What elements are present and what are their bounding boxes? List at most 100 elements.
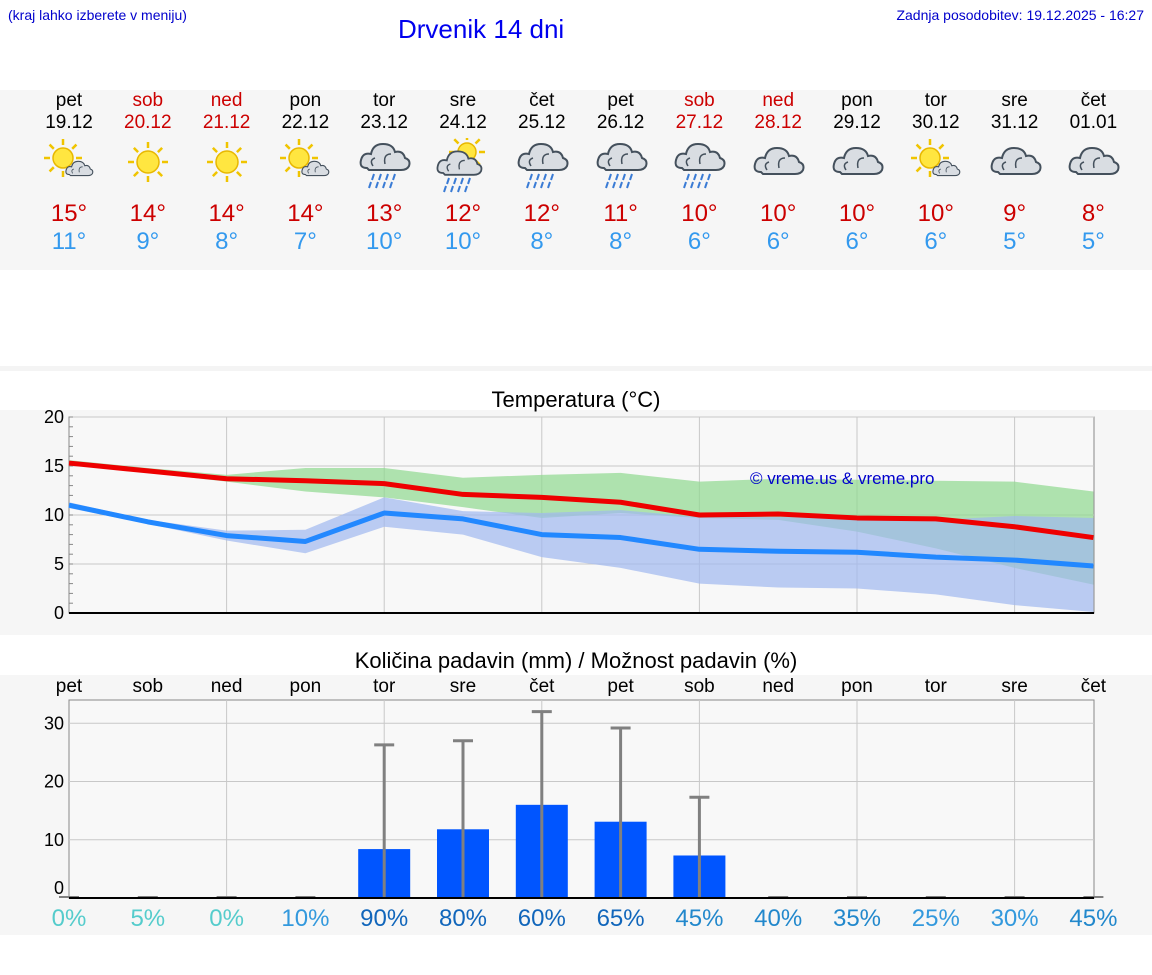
temp-max: 10° — [760, 200, 797, 227]
menu-hint: (kraj lahko izberete v meniju) — [8, 7, 187, 23]
day-column: sob 27.12 10° 6° — [660, 90, 738, 256]
temp-min: 8° — [215, 228, 239, 255]
precipitation-chart-title: Količina padavin (mm) / Možnost padavin … — [354, 648, 798, 673]
precip-probability: 40% — [754, 905, 802, 932]
precip-probability: 45% — [1069, 905, 1117, 932]
temp-max: 9° — [1003, 200, 1027, 227]
cloud-icon — [739, 138, 817, 194]
day-date: 26.12 — [596, 112, 645, 133]
day-name: čet — [1080, 90, 1107, 111]
temp-min: 6° — [687, 228, 711, 255]
day-column: sre 24.12 12° 10° — [424, 90, 502, 256]
precip-probability: 0% — [52, 905, 87, 932]
cloud-rain-icon — [345, 138, 423, 194]
day-date: 29.12 — [833, 112, 881, 133]
min-range-band — [69, 497, 1094, 613]
temp-min: 5° — [1003, 228, 1027, 255]
sun-cloud-icon — [30, 138, 108, 194]
temp-max: 14° — [129, 200, 166, 227]
temp-max: 14° — [208, 200, 245, 227]
separator — [0, 366, 1152, 371]
temperature-chart-title: Temperatura (°C) — [491, 387, 661, 412]
temp-max: 11° — [603, 200, 638, 227]
day-date: 31.12 — [990, 112, 1039, 133]
precip-probability: 80% — [439, 905, 487, 932]
min-temperature-line — [68, 502, 1094, 569]
day-name: pon — [289, 90, 322, 111]
precip-probability: 60% — [518, 905, 566, 932]
max-range-band — [69, 460, 1094, 585]
temp-max: 10° — [681, 200, 718, 227]
cloud-icon — [818, 138, 896, 194]
temp-max: 12° — [444, 200, 482, 227]
day-name: ned — [210, 90, 243, 111]
y-tick-label: 10 — [44, 505, 64, 525]
cloud-rain-icon — [503, 138, 581, 194]
temp-min: 6° — [924, 228, 948, 255]
cloud-rain-icon — [660, 138, 738, 194]
sun-cloud-rain-icon — [424, 138, 502, 194]
daily-forecast-strip: pet 19.12 15° 11° sob 20.12 14° 9° ned 21.12 14° 8°… — [0, 90, 1152, 270]
day-name: sre — [449, 90, 477, 111]
day-date: 25.12 — [518, 112, 566, 133]
day-column: čet 01.01 8° 5° — [1054, 90, 1132, 256]
cloud-rain-icon — [582, 138, 660, 194]
temp-min: 6° — [845, 228, 869, 255]
precip-probability: 90% — [360, 905, 408, 932]
day-label: sob — [132, 676, 163, 697]
day-date: 19.12 — [45, 112, 93, 133]
day-name: čet — [529, 90, 555, 111]
day-date: 21.12 — [202, 112, 251, 133]
day-label: tor — [373, 676, 396, 697]
day-column: tor 23.12 13° 10° — [345, 90, 423, 256]
day-label: tor — [925, 676, 948, 697]
y-tick-label: 10 — [44, 830, 64, 850]
temp-max: 10° — [838, 200, 876, 227]
day-label: ned — [211, 676, 243, 697]
y-tick-label: 5 — [54, 554, 64, 574]
precip-probability: 10% — [281, 905, 329, 932]
sun-cloud-icon — [266, 138, 344, 194]
y-tick-label: 0 — [54, 878, 64, 898]
precip-probability: 25% — [912, 905, 960, 932]
sun-icon — [109, 138, 187, 194]
cloud-icon — [1054, 138, 1132, 194]
precip-probability: 30% — [991, 905, 1039, 932]
day-name: sre — [1001, 90, 1028, 111]
precip-probability: 45% — [675, 905, 723, 932]
y-tick-label: 20 — [44, 407, 64, 427]
temp-min: 5° — [1081, 228, 1105, 255]
cloud-icon — [976, 138, 1054, 194]
day-name: sob — [684, 90, 715, 111]
temp-min: 10° — [366, 228, 403, 255]
watermark: © vreme.us & vreme.pro — [750, 469, 934, 488]
temp-min: 7° — [293, 228, 317, 255]
y-tick-label: 20 — [44, 772, 64, 792]
last-updated: Zadnja posodobitev: 19.12.2025 - 16:27 — [896, 7, 1144, 23]
y-tick-label: 30 — [44, 713, 64, 733]
temp-max: 13° — [366, 200, 403, 227]
precipitation-chart: 0 10 20 30 pet sob ned pon tor sre čet pet sob ned pon… — [44, 676, 1117, 932]
day-date: 23.12 — [360, 112, 408, 133]
day-column: sre 31.12 9° 5° — [976, 90, 1054, 256]
day-label: pet — [56, 676, 83, 697]
day-label: čet — [1081, 676, 1107, 697]
temp-min: 8° — [609, 228, 633, 255]
sun-icon — [188, 138, 266, 194]
day-date: 22.12 — [281, 112, 330, 133]
temp-min: 9° — [136, 228, 160, 255]
day-name: tor — [924, 90, 947, 111]
day-date: 28.12 — [754, 112, 802, 133]
day-column: ned 21.12 14° 8° — [188, 90, 266, 256]
precip-probability: 5% — [130, 905, 165, 932]
precip-probability: 0% — [209, 905, 244, 932]
day-column: pon 29.12 10° 6° — [818, 90, 896, 256]
y-tick-label: 15 — [44, 456, 64, 476]
temp-max: 15° — [50, 200, 88, 227]
day-name: pet — [607, 90, 634, 111]
day-name: tor — [373, 90, 396, 111]
page-title: Drvenik 14 dni — [398, 14, 565, 44]
temperature-chart: 0 5 10 15 20 © vreme.us & vreme.pro — [44, 407, 1095, 623]
max-temperature-line — [68, 460, 1094, 541]
day-column: pet 19.12 15° 11° — [30, 90, 108, 256]
